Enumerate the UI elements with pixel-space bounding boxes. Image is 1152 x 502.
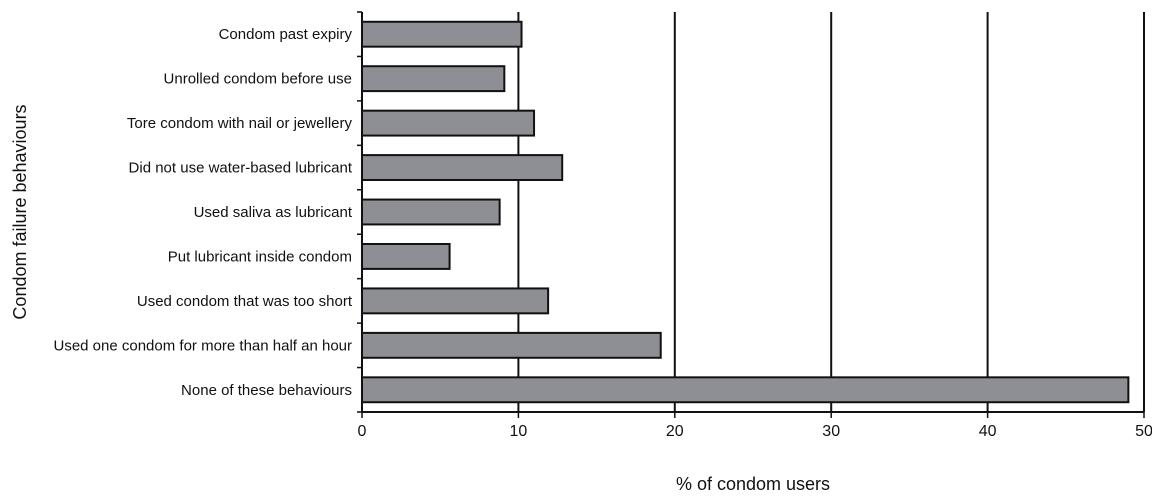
category-label: Unrolled condom before use xyxy=(164,71,352,88)
x-tick-label: 10 xyxy=(510,423,528,440)
bar-2 xyxy=(361,65,506,93)
category-label: None of these behaviours xyxy=(181,382,352,399)
category-label: Used saliva as lubricant xyxy=(194,204,353,221)
bar-6 xyxy=(361,243,451,270)
bar-4 xyxy=(361,154,564,182)
category-label: Condom past expiry xyxy=(219,26,353,43)
bars xyxy=(361,20,1130,404)
x-axis-title: % of condom users xyxy=(676,474,830,494)
category-label: Used one condom for more than half an ho… xyxy=(53,337,352,354)
x-tick-label: 50 xyxy=(1135,423,1152,440)
bar-3 xyxy=(361,109,536,137)
bar-5 xyxy=(361,198,501,226)
x-tick-label: 0 xyxy=(358,423,367,440)
bar-8 xyxy=(361,331,662,359)
bar-7 xyxy=(361,287,550,315)
category-label: Tore condom with nail or jewellery xyxy=(127,115,353,132)
x-tick-label: 20 xyxy=(666,423,684,440)
x-tick-labels: 0 10 20 30 40 50 xyxy=(358,423,1152,440)
category-label: Put lubricant inside condom xyxy=(168,248,352,265)
x-tick-label: 40 xyxy=(979,423,997,440)
category-label: Did not use water-based lubricant xyxy=(129,160,353,177)
y-axis-title: Condom failure behaviours xyxy=(10,104,30,319)
bar-1 xyxy=(361,20,523,48)
axes xyxy=(357,11,1145,418)
x-tick-label: 30 xyxy=(822,423,840,440)
category-labels: Condom past expiry Unrolled condom before… xyxy=(53,26,352,399)
bar-9 xyxy=(361,376,1130,404)
category-label: Used condom that was too short xyxy=(137,293,353,310)
